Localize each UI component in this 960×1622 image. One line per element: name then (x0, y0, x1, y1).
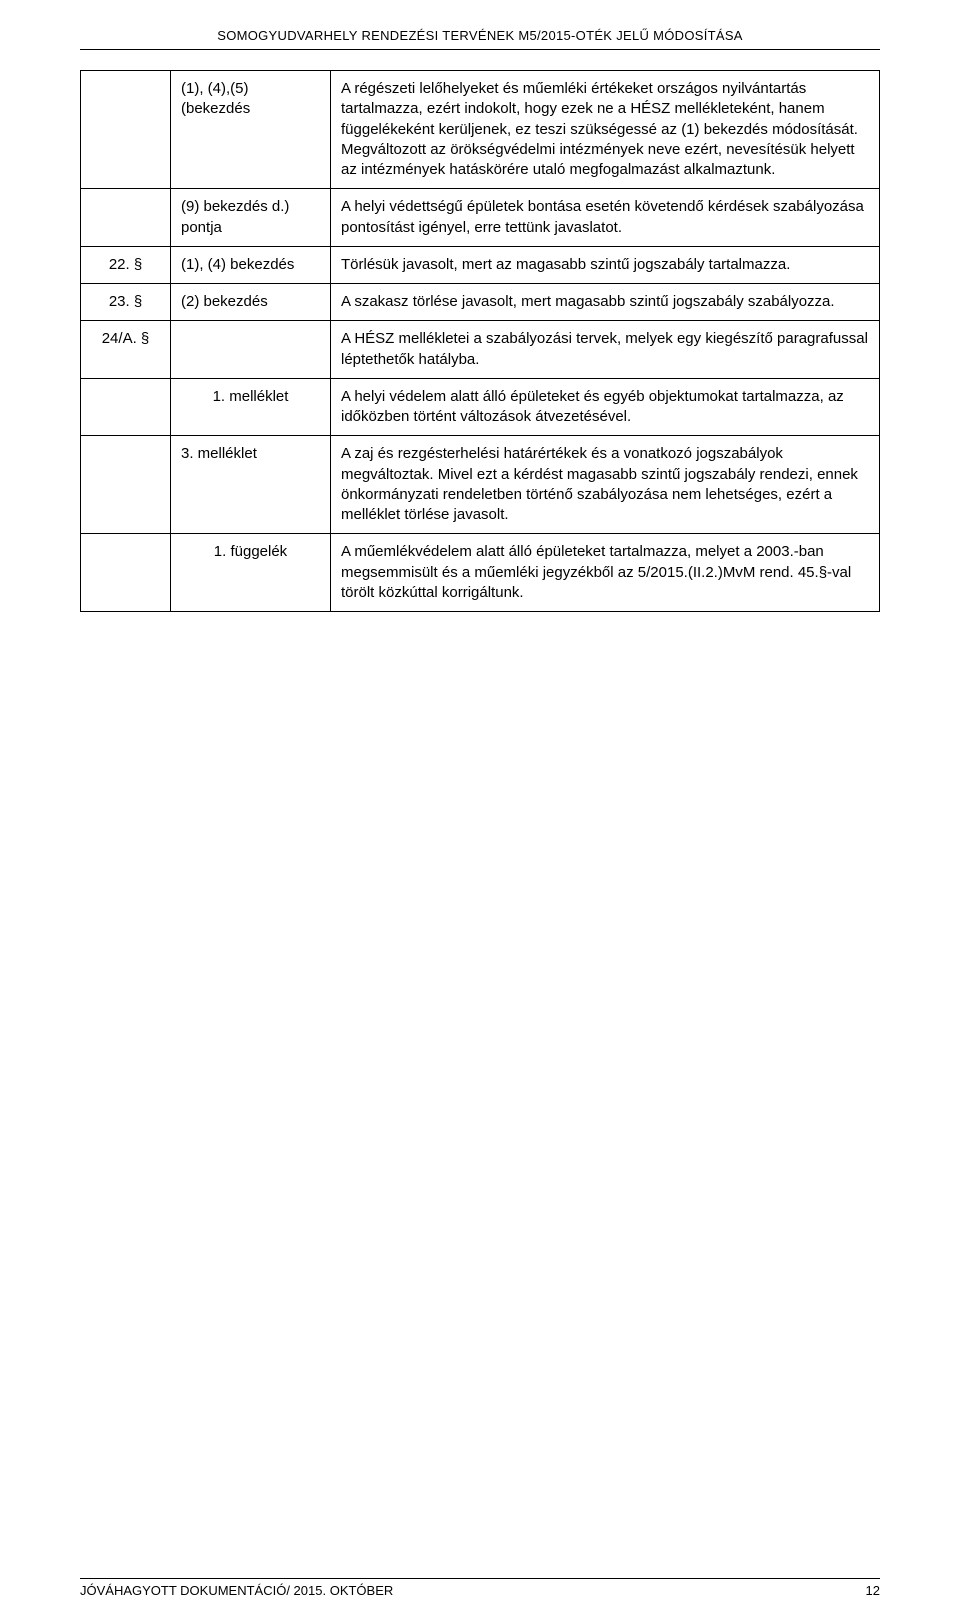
table-row: 1. melléklet A helyi védelem alatt álló … (81, 378, 880, 436)
cell-section (81, 436, 171, 534)
cell-desc: A zaj és rezgésterhelési határértékek és… (331, 436, 880, 534)
table-row: (9) bekezdés d.) pontja A helyi védettsé… (81, 189, 880, 247)
regulation-table: (1), (4),(5) (bekezdés A régészeti lelőh… (80, 70, 880, 612)
cell-desc: A helyi védelem alatt álló épületeket és… (331, 378, 880, 436)
cell-ref: (2) bekezdés (171, 284, 331, 321)
page-header: SOMOGYUDVARHELY RENDEZÉSI TERVÉNEK M5/20… (80, 0, 880, 50)
table-row: 3. melléklet A zaj és rezgésterhelési ha… (81, 436, 880, 534)
table-row: 1. függelék A műemlékvédelem alatt álló … (81, 534, 880, 612)
page-footer: JÓVÁHAGYOTT DOKUMENTÁCIÓ/ 2015. OKTÓBER … (80, 1578, 880, 1598)
table-row: 23. § (2) bekezdés A szakasz törlése jav… (81, 284, 880, 321)
cell-section: 22. § (81, 246, 171, 283)
content-area: (1), (4),(5) (bekezdés A régészeti lelőh… (0, 50, 960, 612)
cell-ref: 1. melléklet (171, 378, 331, 436)
cell-desc: A műemlékvédelem alatt álló épületeket t… (331, 534, 880, 612)
table-row: 22. § (1), (4) bekezdés Törlésük javasol… (81, 246, 880, 283)
cell-desc: A régészeti lelőhelyeket és műemléki ért… (331, 71, 880, 189)
cell-ref: (1), (4) bekezdés (171, 246, 331, 283)
cell-section (81, 378, 171, 436)
cell-section (81, 71, 171, 189)
footer-left: JÓVÁHAGYOTT DOKUMENTÁCIÓ/ 2015. OKTÓBER (80, 1583, 393, 1598)
cell-desc: Törlésük javasolt, mert az magasabb szin… (331, 246, 880, 283)
cell-ref (171, 321, 331, 379)
footer-page-number: 12 (866, 1583, 880, 1598)
cell-desc: A helyi védettségű épületek bontása eset… (331, 189, 880, 247)
table-row: (1), (4),(5) (bekezdés A régészeti lelőh… (81, 71, 880, 189)
cell-ref: 1. függelék (171, 534, 331, 612)
cell-ref: (9) bekezdés d.) pontja (171, 189, 331, 247)
cell-desc: A szakasz törlése javasolt, mert magasab… (331, 284, 880, 321)
cell-ref: (1), (4),(5) (bekezdés (171, 71, 331, 189)
cell-section: 23. § (81, 284, 171, 321)
cell-section (81, 534, 171, 612)
cell-section (81, 189, 171, 247)
cell-desc: A HÉSZ mellékletei a szabályozási tervek… (331, 321, 880, 379)
table-row: 24/A. § A HÉSZ mellékletei a szabályozás… (81, 321, 880, 379)
cell-ref: 3. melléklet (171, 436, 331, 534)
cell-section: 24/A. § (81, 321, 171, 379)
header-title: SOMOGYUDVARHELY RENDEZÉSI TERVÉNEK M5/20… (217, 28, 743, 43)
